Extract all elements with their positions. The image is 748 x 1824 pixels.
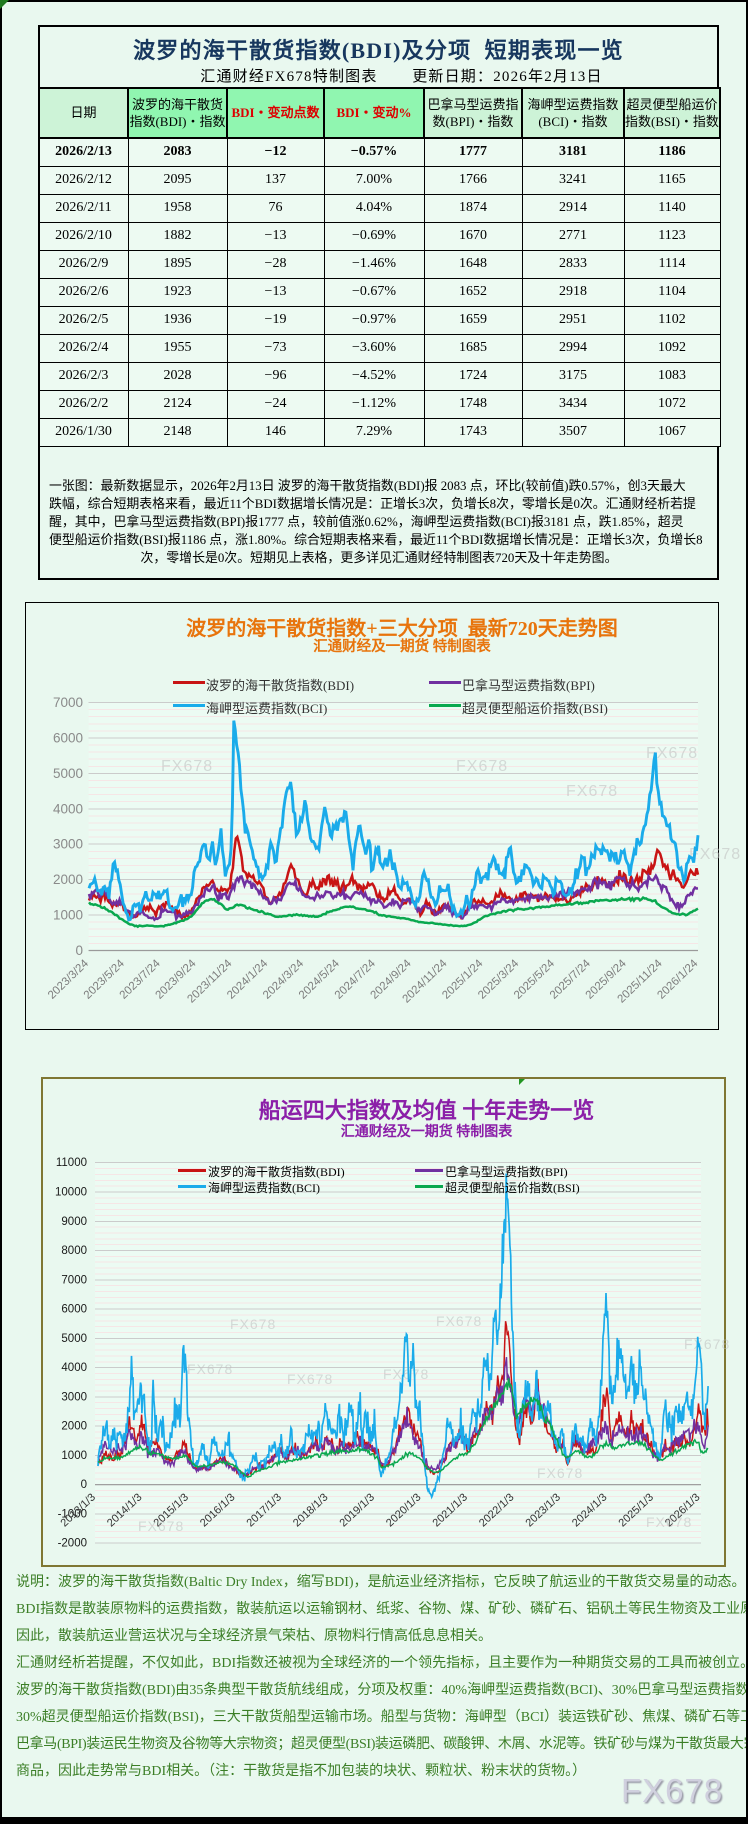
svg-text:3000: 3000 [61, 1391, 87, 1403]
svg-text:8000: 8000 [61, 1245, 87, 1257]
svg-text:5000: 5000 [61, 1333, 87, 1345]
svg-text:FX678: FX678 [684, 1336, 730, 1352]
svg-text:0: 0 [81, 1479, 87, 1491]
svg-text:6000: 6000 [53, 731, 83, 746]
svg-text:FX678: FX678 [456, 758, 508, 775]
svg-text:0: 0 [75, 943, 83, 958]
svg-text:FX678: FX678 [138, 1518, 184, 1534]
svg-text:6000: 6000 [61, 1304, 87, 1316]
svg-text:10000: 10000 [55, 1187, 87, 1199]
svg-text:FX678: FX678 [436, 1313, 482, 1329]
svg-text:7000: 7000 [61, 1274, 87, 1286]
svg-text:FX678: FX678 [161, 758, 213, 775]
svg-text:4000: 4000 [61, 1362, 87, 1374]
svg-text:1000: 1000 [53, 908, 83, 923]
svg-text:FX678: FX678 [537, 1465, 583, 1481]
svg-text:2000: 2000 [53, 872, 83, 887]
svg-text:-2000: -2000 [58, 1538, 87, 1550]
svg-text:FX678: FX678 [230, 1316, 276, 1332]
svg-text:FX678: FX678 [689, 846, 741, 863]
svg-text:FX678: FX678 [287, 1371, 333, 1387]
svg-text:FX678: FX678 [187, 1361, 233, 1377]
svg-text:FX678: FX678 [383, 1366, 429, 1382]
svg-text:7000: 7000 [53, 695, 83, 710]
svg-text:FX678: FX678 [646, 745, 698, 762]
svg-text:FX678: FX678 [646, 1514, 692, 1530]
svg-text:9000: 9000 [61, 1216, 87, 1228]
svg-text:1000: 1000 [61, 1450, 87, 1462]
svg-text:2000: 2000 [61, 1421, 87, 1433]
svg-text:4000: 4000 [53, 801, 83, 816]
svg-text:FX678: FX678 [566, 783, 618, 800]
svg-text:5000: 5000 [53, 766, 83, 781]
svg-text:11000: 11000 [56, 1157, 87, 1169]
svg-text:3000: 3000 [53, 837, 83, 852]
svg-text:-1000: -1000 [58, 1509, 87, 1521]
